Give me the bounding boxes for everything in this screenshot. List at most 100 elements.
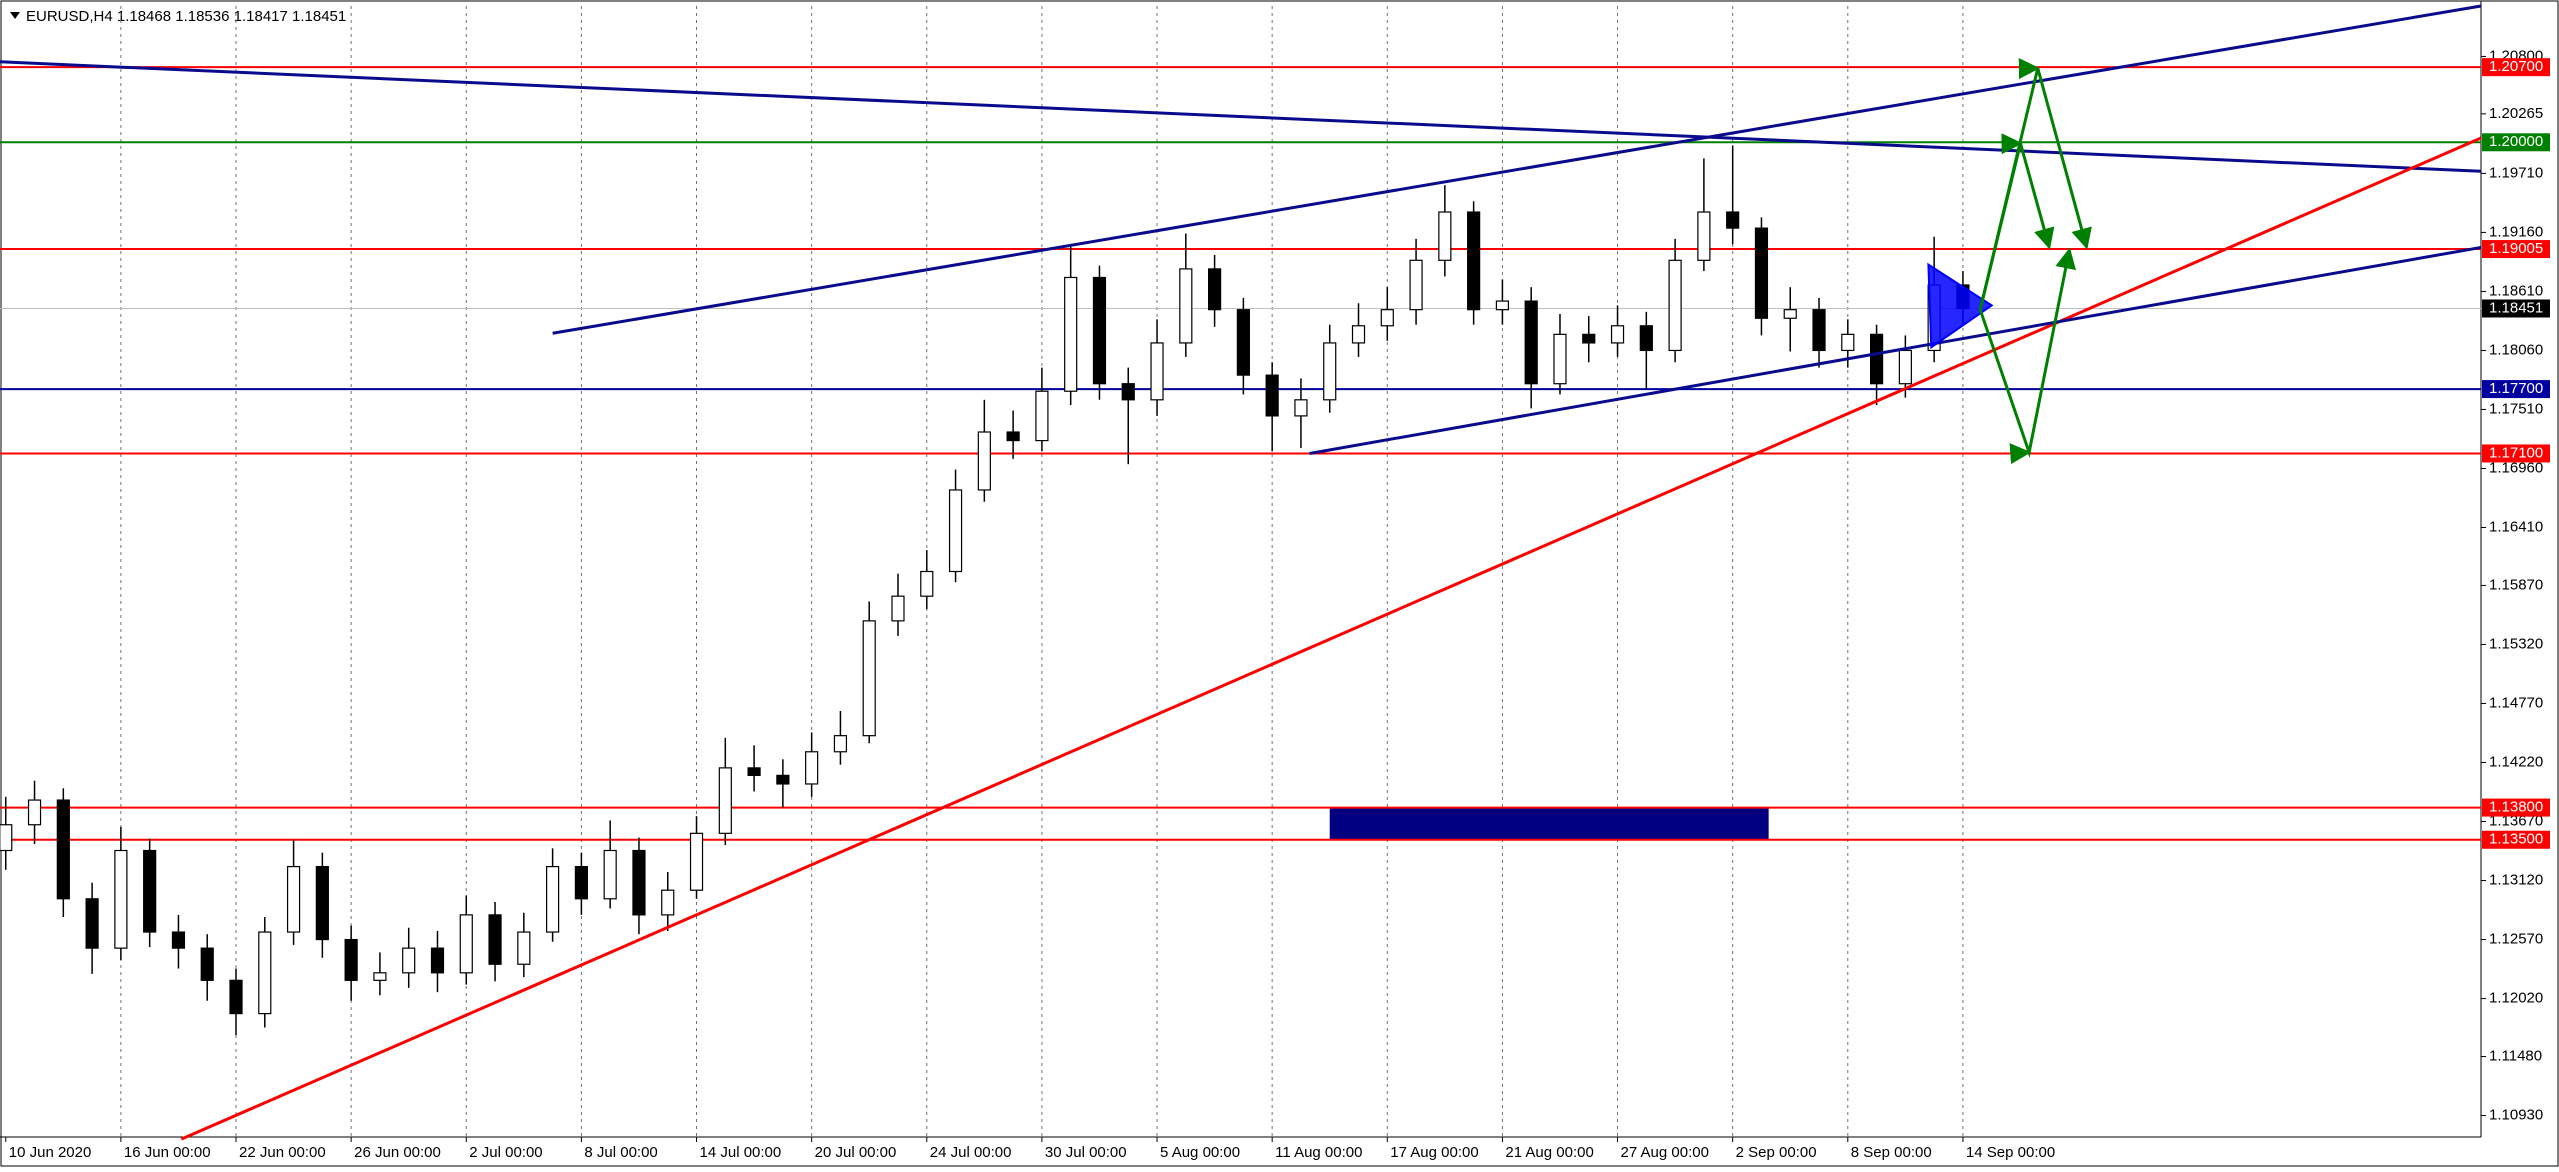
level-label-box <box>2482 240 2550 259</box>
candle-body <box>1035 390 1049 442</box>
x-tick-label: 8 Jul 00:00 <box>584 1144 657 1161</box>
zone-rectangle <box>1329 807 1769 840</box>
candle-body <box>718 767 732 834</box>
candle-body <box>977 431 991 491</box>
candle-body <box>948 489 963 573</box>
triangle-pattern <box>1927 262 1994 350</box>
candle-body <box>114 849 128 949</box>
candle-body <box>459 914 473 974</box>
candle-body <box>920 570 934 597</box>
level-label: 1.20700 <box>2489 58 2543 75</box>
candle-body <box>430 947 445 974</box>
candle-body <box>344 938 358 981</box>
x-tick-label: 27 Aug 00:00 <box>1621 1144 1709 1161</box>
y-tick-label: 1.16960 <box>2489 459 2543 476</box>
level-label-box <box>2482 798 2550 817</box>
x-tick-label: 2 Sep 00:00 <box>1736 1144 1817 1161</box>
x-tick-label: 2 Jul 00:00 <box>469 1144 542 1161</box>
trendline <box>180 136 2482 1141</box>
candle-body <box>143 849 157 933</box>
x-tick-label: 8 Sep 00:00 <box>1851 1144 1932 1161</box>
level-label-box <box>2482 133 2550 152</box>
level-label: 1.19005 <box>2489 240 2543 257</box>
level-label-box <box>2482 58 2550 77</box>
level-label: 1.18451 <box>2489 299 2543 316</box>
candle-body <box>1351 325 1366 344</box>
candle-body <box>1006 431 1020 442</box>
level-label-box <box>2482 830 2550 849</box>
projection-arrow <box>1978 133 2055 311</box>
candle-body <box>747 767 761 776</box>
x-tick-label: 17 Aug 00:00 <box>1390 1144 1478 1161</box>
level-label-box <box>2482 299 2550 318</box>
x-tick-label: 14 Jul 00:00 <box>700 1144 782 1161</box>
candle-body <box>27 799 42 826</box>
projection-arrow <box>1978 247 2077 465</box>
menu-arrow[interactable] <box>10 12 20 19</box>
candle-body <box>517 931 531 965</box>
y-tick-label: 1.14220 <box>2489 753 2543 770</box>
candle-body <box>1898 349 1912 385</box>
candle-body <box>1639 325 1653 352</box>
candle-body <box>1524 300 1538 385</box>
y-tick-label: 1.13120 <box>2489 872 2543 889</box>
candle-body <box>1064 276 1078 392</box>
y-tick-label: 1.10930 <box>2489 1107 2543 1124</box>
y-tick-label: 1.11480 <box>2489 1047 2542 1064</box>
x-tick-label: 20 Jul 00:00 <box>815 1144 897 1161</box>
candle-body <box>1495 300 1510 311</box>
candle-body <box>488 914 502 965</box>
x-tick-label: 22 Jun 00:00 <box>239 1144 326 1161</box>
trendline <box>0 60 2482 173</box>
x-tick-label: 16 Jun 00:00 <box>124 1144 211 1161</box>
candle-body <box>1150 342 1164 401</box>
candle-body <box>1812 309 1826 352</box>
level-label: 1.13800 <box>2489 799 2543 816</box>
x-tick-label: 21 Aug 00:00 <box>1505 1144 1593 1161</box>
candle-body <box>1726 211 1740 229</box>
candle-body <box>805 751 819 785</box>
y-tick-label: 1.13670 <box>2489 812 2543 829</box>
candle-body <box>574 865 588 900</box>
y-tick-label: 1.12020 <box>2489 990 2543 1007</box>
x-tick-label: 14 Sep 00:00 <box>1966 1144 2055 1161</box>
level-label-box <box>2482 380 2550 399</box>
x-tick-label: 26 Jun 00:00 <box>354 1144 441 1161</box>
candle-body <box>776 774 790 785</box>
candle-body <box>1869 333 1884 385</box>
y-tick-label: 1.17510 <box>2489 400 2543 417</box>
candle-body <box>1294 399 1308 417</box>
candle-body <box>286 865 301 933</box>
trendline <box>552 4 2482 335</box>
candle-body <box>229 979 243 1015</box>
y-tick-label: 1.19160 <box>2489 223 2543 240</box>
level-label: 1.20000 <box>2489 133 2543 150</box>
y-tick-label: 1.16410 <box>2489 518 2543 535</box>
y-tick-label: 1.18610 <box>2489 282 2543 299</box>
candle-body <box>891 595 905 622</box>
candle-body <box>1783 309 1797 319</box>
candle-body <box>1754 227 1769 319</box>
candle-body <box>833 735 848 753</box>
x-tick-label: 11 Aug 00:00 <box>1275 1144 1362 1161</box>
candle-body <box>1582 333 1596 344</box>
candle-body <box>1380 309 1394 327</box>
level-label-box <box>2482 444 2550 463</box>
x-tick-label: 10 Jun 2020 <box>9 1144 92 1161</box>
candle-body <box>171 931 186 949</box>
candle-body <box>1179 268 1193 344</box>
x-tick-label: 5 Aug 00:00 <box>1160 1144 1240 1161</box>
candle-body <box>1092 276 1107 385</box>
candle-body <box>85 898 99 949</box>
level-label: 1.13500 <box>2489 831 2543 848</box>
candle-body <box>1610 325 1625 344</box>
trendline <box>1309 245 2482 455</box>
candle-body <box>315 865 329 941</box>
candle-body <box>1409 259 1423 311</box>
level-label: 1.17700 <box>2489 380 2543 397</box>
candle-body <box>1668 259 1682 352</box>
x-tick-label: 30 Jul 00:00 <box>1045 1144 1127 1161</box>
y-tick-label: 1.19710 <box>2489 164 2543 181</box>
